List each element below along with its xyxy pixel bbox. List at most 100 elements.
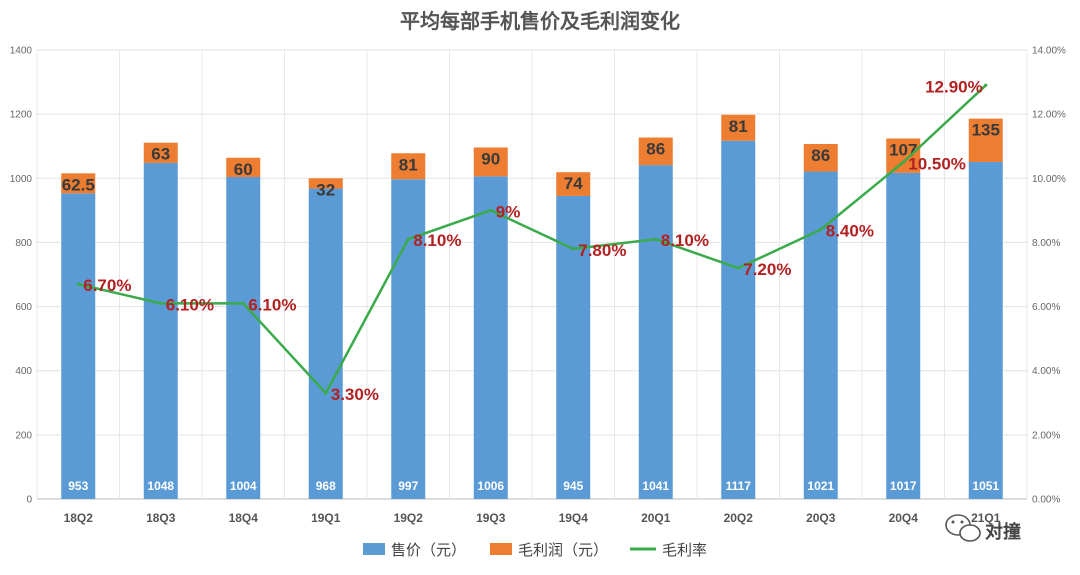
bar-price [968, 161, 1003, 499]
watermark-text: 对撞 [985, 521, 1021, 543]
margin-line: 6.70% 6.10% 6.10% 3.30% 8.10% 9% 7.80% 8.10% 7.2… [76, 77, 988, 404]
bar-profit [556, 172, 591, 196]
margin-point [819, 228, 823, 232]
y-right-tick-label: 0.00% [1032, 495, 1060, 506]
y-right-tick-label: 12.00% [1032, 110, 1066, 121]
margin-label: 6.10% [166, 295, 214, 314]
bar-price-label: 1041 [642, 479, 669, 493]
bar-price-label: 953 [68, 479, 88, 493]
wechat-icon [945, 514, 981, 542]
y-left-tick-label: 200 [15, 430, 32, 441]
margin-point [406, 237, 410, 241]
margin-point [654, 237, 658, 241]
margin-point [571, 247, 575, 251]
bar-profit-label: 32 [316, 180, 335, 199]
margin-label: 12.90% [925, 77, 983, 96]
bar-profit-label: 135 [972, 121, 1000, 140]
legend-label-margin: 毛利率 [662, 541, 707, 559]
margin-label: 3.30% [331, 385, 379, 404]
grid [36, 49, 1028, 500]
y-left-tick-label: 1200 [10, 110, 33, 121]
margin-label: 7.20% [743, 260, 791, 279]
bar-price [721, 140, 756, 499]
y-left-tick-label: 1000 [10, 174, 33, 185]
bar-profit-label: 81 [729, 117, 748, 136]
bar-price-label: 1006 [477, 479, 504, 493]
bars: 953 62.5 1048 63 1004 60 968 32 997 81 1006 90 945 74… [61, 114, 1003, 500]
x-tick-label: 20Q2 [724, 511, 754, 525]
bar-profit [968, 118, 1003, 162]
margin-point [984, 83, 988, 87]
bar-profit-label: 62.5 [62, 175, 95, 194]
margin-label: 8.10% [661, 231, 709, 250]
bar-price [638, 165, 673, 500]
y-right-tick-label: 14.00% [1032, 46, 1066, 57]
x-tick-label: 20Q1 [641, 511, 671, 525]
watermark: 对撞 [945, 514, 1021, 543]
bar-profit-label: 86 [811, 146, 830, 165]
y-right-tick-label: 6.00% [1032, 302, 1060, 313]
legend-swatch-profit [490, 543, 512, 555]
margin-point [901, 160, 905, 164]
bar-profit-label: 63 [151, 145, 170, 164]
legend-label-price: 售价（元） [391, 541, 466, 559]
x-tick-label: 19Q2 [394, 511, 424, 525]
bar-profit-label: 90 [481, 149, 500, 168]
x-tick-label: 18Q4 [229, 511, 259, 525]
margin-point [324, 391, 328, 395]
bar-profit-label: 86 [646, 140, 665, 159]
y-left-tick-label: 1400 [10, 46, 33, 57]
bar-price [61, 193, 96, 499]
bar-price-label: 968 [316, 479, 336, 493]
bar-price [308, 188, 343, 499]
bar-price-label: 1051 [972, 479, 999, 493]
y-right-tick-label: 2.00% [1032, 430, 1060, 441]
margin-point [159, 301, 163, 305]
margin-series-line [77, 84, 987, 395]
y-left-tick-label: 400 [15, 366, 32, 377]
x-tick-label: 20Q3 [806, 511, 836, 525]
bar-price-label: 1017 [890, 479, 917, 493]
margin-label: 7.80% [578, 241, 626, 260]
margin-label: 8.40% [826, 222, 874, 241]
y-axis-left: 0 200 400 600 800 1000 1200 1400 [10, 46, 33, 506]
margin-point [76, 282, 80, 286]
bar-profit [638, 137, 673, 166]
bar-profit [721, 114, 756, 141]
x-axis: 18Q2 18Q3 18Q4 19Q1 19Q2 19Q3 19Q4 20Q1 20Q2 20Q3… [64, 511, 1001, 525]
legend-label-profit: 毛利润（元） [518, 541, 608, 559]
bar-profit [308, 178, 343, 189]
y-right-tick-label: 4.00% [1032, 366, 1060, 377]
y-right-tick-label: 10.00% [1032, 174, 1066, 185]
x-tick-label: 19Q1 [311, 511, 341, 525]
bar-price-label: 1117 [726, 479, 752, 493]
bar-price-label: 945 [563, 479, 583, 493]
bar-price [391, 179, 426, 499]
legend-swatch-price [363, 543, 385, 555]
y-left-tick-label: 800 [15, 238, 32, 249]
x-tick-label: 18Q2 [64, 511, 94, 525]
margin-label: 10.50% [908, 154, 966, 173]
bar-price [143, 162, 178, 500]
legend: 售价（元） 毛利润（元） 毛利率 [363, 541, 707, 559]
bar-price-label: 1004 [230, 479, 257, 493]
x-tick-label: 21Q1 [971, 511, 1001, 525]
bar-price-label: 997 [398, 479, 418, 493]
bar-profit [226, 157, 261, 178]
margin-label: 9% [496, 202, 521, 221]
bar-profit-label: 74 [564, 174, 583, 193]
bar-profit [886, 138, 921, 173]
bar-price-label: 1021 [807, 479, 834, 493]
margin-point [241, 301, 245, 305]
bar-profit-label: 81 [399, 155, 418, 174]
bar-profit [473, 147, 508, 177]
bar-price [473, 176, 508, 499]
bar-price [803, 171, 838, 499]
y-left-tick-label: 0 [26, 495, 32, 506]
margin-point [736, 266, 740, 270]
y-axis-right: 0.00% 2.00% 4.00% 6.00% 8.00% 10.00% 12.00% 14.… [1032, 46, 1066, 506]
bar-profit [61, 173, 96, 194]
x-tick-label: 19Q4 [559, 511, 589, 525]
margin-label: 6.10% [248, 295, 296, 314]
bar-price [226, 177, 261, 499]
